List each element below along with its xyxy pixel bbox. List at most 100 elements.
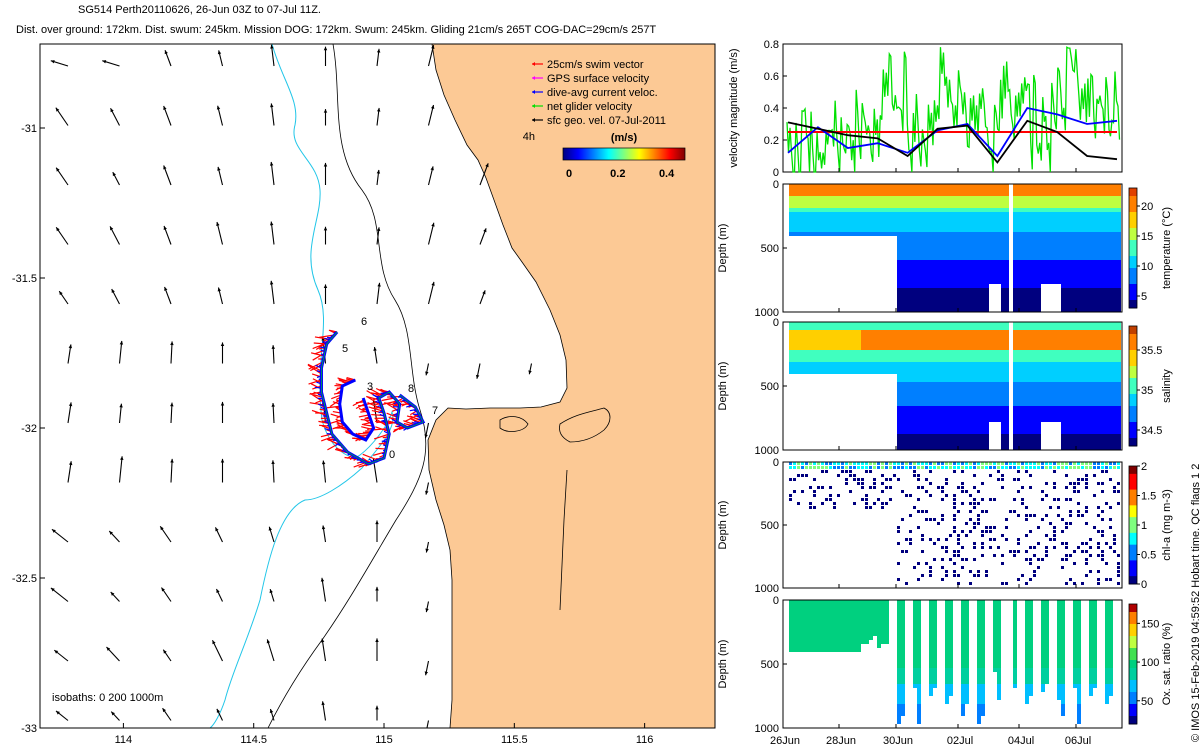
data-cell xyxy=(1029,406,1033,410)
data-cell xyxy=(957,308,961,312)
data-cell xyxy=(1037,296,1041,300)
data-cell xyxy=(825,200,829,204)
data-cell xyxy=(937,208,941,212)
data-cell xyxy=(941,272,945,276)
velocity-vector-head xyxy=(431,45,435,50)
data-cell xyxy=(809,188,813,192)
data-cell xyxy=(821,208,825,212)
data-cell xyxy=(793,354,797,358)
data-cell xyxy=(1065,232,1069,236)
data-cell xyxy=(885,192,889,196)
data-cell xyxy=(1069,208,1073,212)
data-cell xyxy=(1101,224,1105,228)
data-point xyxy=(869,506,872,509)
data-cell xyxy=(865,330,869,334)
data-cell xyxy=(893,346,897,350)
data-cell xyxy=(1057,224,1061,228)
data-cell xyxy=(809,184,813,188)
data-cell xyxy=(1029,410,1033,414)
data-cell xyxy=(829,228,833,232)
data-cell xyxy=(1105,256,1109,260)
velocity-vector-head xyxy=(323,162,328,167)
data-cell xyxy=(953,308,957,312)
data-cell xyxy=(1029,280,1033,284)
data-cell xyxy=(925,366,929,370)
data-point xyxy=(813,490,816,493)
data-cell xyxy=(941,304,945,308)
data-cell xyxy=(1053,228,1057,232)
data-cell xyxy=(817,212,821,216)
colorbar-cell xyxy=(1129,296,1137,301)
data-cell xyxy=(997,346,1001,350)
data-cell xyxy=(889,322,893,326)
data-cell xyxy=(1109,350,1113,354)
data-cell xyxy=(953,204,957,208)
data-cell xyxy=(921,374,925,378)
data-cell xyxy=(909,228,913,232)
data-cell xyxy=(989,390,993,394)
data-cell xyxy=(953,434,957,438)
data-cell xyxy=(981,422,985,426)
data-cell xyxy=(969,184,973,188)
data-cell xyxy=(1089,390,1093,394)
data-cell xyxy=(1081,398,1085,402)
data-cell xyxy=(985,354,989,358)
data-cell xyxy=(1097,252,1101,256)
data-cell xyxy=(1073,378,1077,382)
data-cell xyxy=(865,346,869,350)
data-cell xyxy=(1113,410,1117,414)
data-cell xyxy=(985,308,989,312)
data-cell xyxy=(825,192,829,196)
data-cell xyxy=(1025,382,1029,386)
data-cell xyxy=(993,406,997,410)
data-cell xyxy=(893,362,897,366)
data-cell xyxy=(841,322,845,326)
data-cell xyxy=(933,224,937,228)
data-point xyxy=(857,466,860,469)
data-cell xyxy=(1085,220,1089,224)
data-cell xyxy=(941,196,945,200)
data-cell xyxy=(1049,196,1053,200)
data-cell xyxy=(929,188,933,192)
data-cell xyxy=(833,354,837,358)
data-cell xyxy=(1029,208,1033,212)
data-cell xyxy=(825,338,829,342)
data-cell xyxy=(1029,434,1033,438)
data-cell xyxy=(1061,382,1065,386)
data-cell xyxy=(949,300,953,304)
data-cell xyxy=(917,292,921,296)
data-cell xyxy=(1033,386,1037,390)
data-cell xyxy=(1021,228,1025,232)
data-cell xyxy=(1081,426,1085,430)
data-cell xyxy=(881,350,885,354)
data-point xyxy=(925,562,928,565)
data-cell xyxy=(1013,430,1017,434)
data-cell xyxy=(957,208,961,212)
data-cell xyxy=(1025,378,1029,382)
data-cell xyxy=(809,334,813,338)
data-cell xyxy=(1101,354,1105,358)
data-cell xyxy=(973,184,977,188)
data-cell xyxy=(921,192,925,196)
data-cell xyxy=(941,292,945,296)
data-cell xyxy=(997,418,1001,422)
data-cell xyxy=(813,220,817,224)
data-cell xyxy=(1085,212,1089,216)
velocity-vector-head xyxy=(323,284,328,289)
data-cell xyxy=(933,196,937,200)
data-cell xyxy=(857,200,861,204)
data-cell xyxy=(1025,438,1029,442)
data-cell xyxy=(1065,358,1069,362)
data-cell xyxy=(1085,308,1089,312)
data-cell xyxy=(961,252,965,256)
data-cell xyxy=(897,308,901,312)
data-cell xyxy=(977,292,981,296)
data-cell xyxy=(1109,252,1113,256)
data-cell xyxy=(1029,304,1033,308)
data-cell xyxy=(1061,256,1065,260)
data-cell xyxy=(869,184,873,188)
data-cell xyxy=(1085,330,1089,334)
y-axis-label: velocity magnitude (m/s) xyxy=(728,48,740,167)
track-vector xyxy=(372,428,388,431)
data-cell xyxy=(1065,304,1069,308)
